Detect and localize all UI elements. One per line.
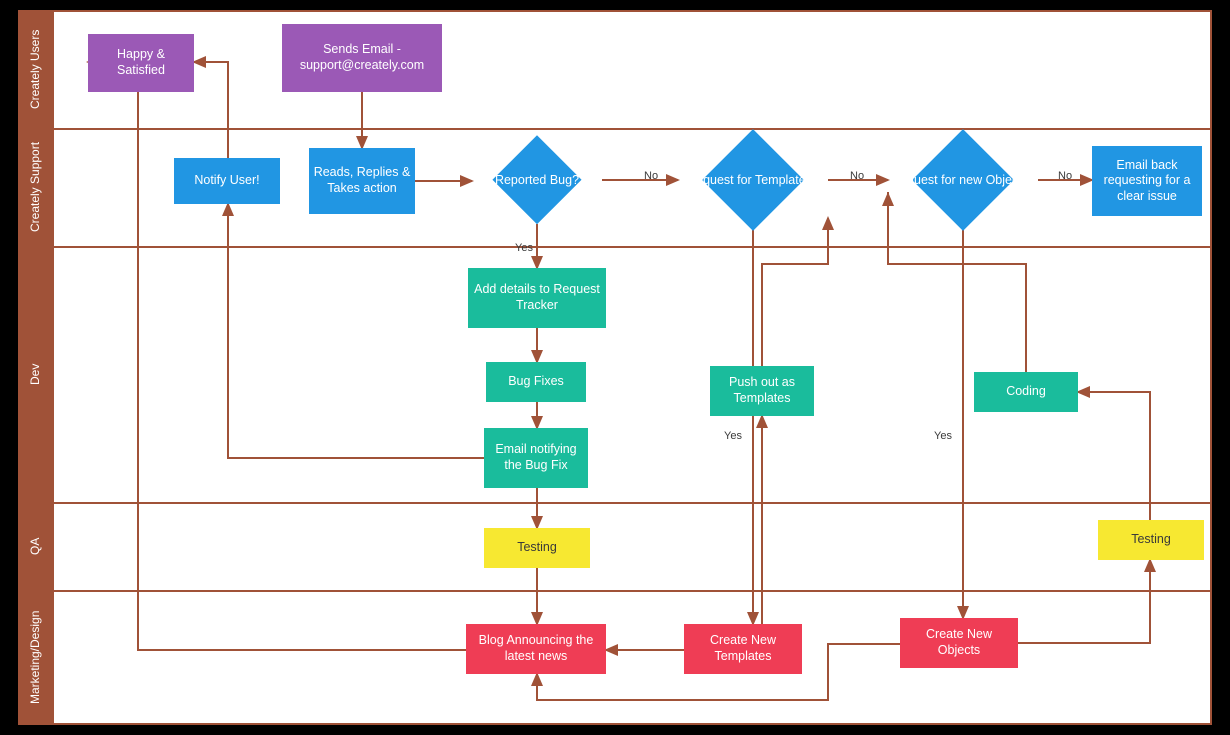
edge-label: Yes [934, 430, 952, 442]
process-node: Bug Fixes [486, 362, 586, 402]
process-node: Testing [484, 528, 590, 568]
process-node: Create New Templates [684, 624, 802, 674]
diagram-right-border [1210, 10, 1212, 725]
diagram-surface: { "swimlanes": [ {"key":"lane_users","la… [18, 10, 1212, 725]
process-node: Create New Objects [900, 618, 1018, 668]
edge [228, 204, 484, 458]
process-node: Add details to Request Tracker [468, 268, 606, 328]
swimlane-flowchart: { "swimlanes": [ {"key":"lane_users","la… [0, 0, 1230, 735]
edge [762, 218, 828, 366]
process-node: Blog Announcing the latest news [466, 624, 606, 674]
diagram-bottom-border [52, 723, 1212, 725]
process-node: Email notifying the Bug Fix [484, 428, 588, 488]
decision-node: Reported Bug? [472, 136, 602, 224]
edge-label: Yes [515, 242, 533, 254]
process-node: Push out as Templates [710, 366, 814, 416]
swimlane-label: Dev [18, 246, 52, 502]
process-node: Happy & Satisfied [88, 34, 194, 92]
process-node: Testing [1098, 520, 1204, 560]
swimlane-divider [52, 590, 1212, 592]
edge-label: No [850, 170, 864, 182]
swimlane-divider [52, 128, 1212, 130]
decision-node: Request for new Objects? [888, 130, 1038, 230]
process-node: Reads, Replies & Takes action [309, 148, 415, 214]
edge-label: No [1058, 170, 1072, 182]
edge [194, 62, 228, 158]
swimlane-divider [52, 502, 1212, 504]
swimlane-label: Creately Support [18, 128, 52, 246]
decision-node: Request for Templates? [678, 130, 828, 230]
process-node: Coding [974, 372, 1078, 412]
process-node: Sends Email - support@creately.com [282, 24, 442, 92]
edge-label: No [644, 170, 658, 182]
swimlane-label: QA [18, 502, 52, 590]
edge [1078, 392, 1150, 520]
swimlane-divider [52, 246, 1212, 248]
swimlane-label: Creately Users [18, 10, 52, 128]
diagram-left-border [52, 10, 54, 725]
process-node: Notify User! [174, 158, 280, 204]
edge-label: Yes [724, 430, 742, 442]
diagram-top-border [52, 10, 1212, 12]
edges-layer [18, 10, 1212, 725]
swimlane-label: Marketing/Design [18, 590, 52, 725]
process-node: Email back requesting for a clear issue [1092, 146, 1202, 216]
edge [1018, 560, 1150, 643]
